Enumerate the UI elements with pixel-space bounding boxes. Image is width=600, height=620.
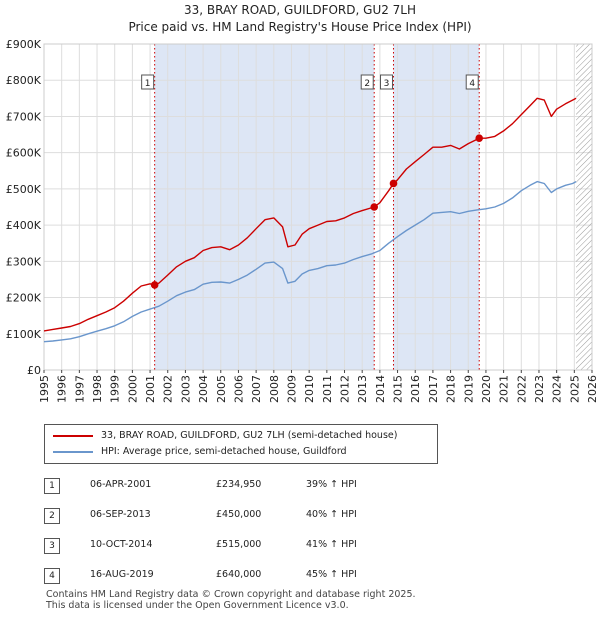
x-tick-label: 2014 [374, 375, 387, 403]
x-tick-label: 2000 [126, 375, 139, 403]
y-tick-label: £300K [6, 255, 42, 268]
sale-point [370, 203, 379, 211]
sale-number-box [465, 74, 479, 90]
footer-attribution: Contains HM Land Registry data © Crown c… [46, 589, 416, 611]
x-tick-label: 2012 [339, 375, 352, 403]
x-tick-label: 1998 [91, 375, 104, 403]
legend-swatch-hpi [53, 450, 93, 453]
y-tick-label: £400K [6, 219, 42, 232]
hpi-line [43, 180, 577, 343]
transaction-price: £515,000 [216, 539, 262, 550]
x-tick-label: 2003 [179, 375, 192, 403]
transaction-date: 06-APR-2001 [90, 479, 152, 490]
transaction-number-badge: 2 [44, 508, 60, 524]
y-tick-label: £800K [6, 74, 42, 87]
ownership-shade [154, 44, 375, 370]
y-tick-label: £200K [6, 292, 42, 305]
x-tick-label: 2009 [285, 375, 298, 403]
x-tick-label: 2016 [409, 375, 422, 403]
x-tick-label: 2018 [445, 375, 458, 403]
future-hatch-region [576, 44, 592, 370]
transaction-hpi-diff: 40% ↑ HPI [306, 509, 357, 520]
x-tick-label: 2004 [197, 375, 210, 403]
transaction-date: 16-AUG-2019 [90, 569, 154, 580]
ownership-shade [393, 44, 480, 370]
x-tick-label: 2017 [427, 375, 440, 403]
sale-number-box [141, 74, 155, 90]
x-tick-label: 2015 [392, 375, 405, 403]
transaction-date: 10-OCT-2014 [90, 539, 153, 550]
transaction-hpi-diff: 45% ↑ HPI [306, 569, 357, 580]
chart-title: 33, BRAY ROAD, GUILDFORD, GU2 7LH Price … [0, 2, 600, 36]
legend-swatch-property [53, 434, 93, 437]
footer-licence: This data is licensed under the Open Gov… [46, 600, 349, 611]
sale-point [389, 179, 398, 188]
y-tick-label: £500K [6, 183, 42, 196]
transaction-price: £234,950 [216, 479, 262, 490]
footer-copyright: Contains HM Land Registry data © Crown c… [46, 589, 416, 600]
y-tick-label: £700K [6, 110, 42, 123]
x-tick-label: 2008 [268, 375, 281, 403]
legend-item-hpi: HPI: Average price, semi-detached house,… [53, 445, 347, 459]
title-address: 33, BRAY ROAD, GUILDFORD, GU2 7LH [183, 3, 417, 17]
x-tick-label: 1999 [109, 375, 122, 403]
y-tick-label: £900K [6, 38, 42, 51]
property-price-line [43, 97, 577, 332]
transaction-number-badge: 4 [44, 568, 60, 584]
x-tick-label: 2023 [533, 375, 546, 403]
table-row: 3 10-OCT-2014 £515,000 41% ↑ HPI [44, 534, 444, 564]
transaction-price: £640,000 [216, 569, 262, 580]
x-tick-label: 2010 [303, 375, 316, 403]
x-tick-label: 1995 [38, 375, 51, 403]
sale-number-box [360, 74, 374, 90]
x-tick-label: 2025 [568, 375, 581, 403]
sale-point [475, 134, 484, 142]
title-subtitle: Price paid vs. HM Land Registry's House … [128, 20, 472, 34]
x-tick-label: 2006 [232, 375, 245, 403]
sale-number-label: 4 [469, 79, 475, 89]
x-tick-label: 2022 [515, 375, 528, 403]
y-tick-label: £100K [6, 328, 42, 341]
y-tick-label: £600K [6, 147, 42, 160]
price-chart: £0 £100K £200K £300K £400K £500K £600K £700K £80… [6, 38, 599, 403]
table-row: 1 06-APR-2001 £234,950 39% ↑ HPI [44, 474, 444, 504]
transaction-hpi-diff: 41% ↑ HPI [306, 539, 357, 550]
transaction-hpi-diff: 39% ↑ HPI [306, 479, 357, 490]
sale-number-label: 1 [145, 79, 151, 89]
x-tick-label: 1996 [56, 375, 69, 403]
legend-item-property: 33, BRAY ROAD, GUILDFORD, GU2 7LH (semi-… [53, 429, 397, 443]
sale-number-box [379, 74, 393, 90]
transaction-number-badge: 3 [44, 538, 60, 554]
x-tick-label: 2019 [462, 375, 475, 403]
x-tick-label: 2002 [162, 375, 175, 403]
sale-point [150, 281, 159, 289]
sale-number-label: 3 [384, 79, 390, 89]
y-tick-label: £0 [27, 364, 41, 377]
transaction-price: £450,000 [216, 509, 262, 520]
transaction-date: 06-SEP-2013 [90, 509, 151, 520]
sale-number-label: 2 [364, 79, 370, 89]
x-tick-label: 2005 [215, 375, 228, 403]
x-tick-label: 2007 [250, 375, 263, 403]
legend-label-hpi: HPI: Average price, semi-detached house,… [101, 446, 347, 457]
x-tick-label: 2024 [551, 375, 564, 403]
legend-label-property: 33, BRAY ROAD, GUILDFORD, GU2 7LH (semi-… [101, 430, 398, 441]
x-tick-label: 2020 [480, 375, 493, 403]
plot-border [43, 43, 593, 371]
transaction-number-badge: 1 [44, 478, 60, 494]
x-tick-label: 2013 [356, 375, 369, 403]
x-tick-label: 1997 [73, 375, 86, 403]
x-tick-label: 2001 [144, 375, 157, 403]
table-row: 2 06-SEP-2013 £450,000 40% ↑ HPI [44, 504, 444, 534]
x-tick-label: 2021 [498, 375, 511, 403]
x-tick-label: 2026 [586, 375, 599, 403]
x-tick-label: 2011 [321, 375, 334, 403]
transactions-table: 1 06-APR-2001 £234,950 39% ↑ HPI 2 06-SE… [44, 474, 444, 594]
legend: 33, BRAY ROAD, GUILDFORD, GU2 7LH (semi-… [44, 424, 438, 464]
table-row: 4 16-AUG-2019 £640,000 45% ↑ HPI [44, 564, 444, 594]
